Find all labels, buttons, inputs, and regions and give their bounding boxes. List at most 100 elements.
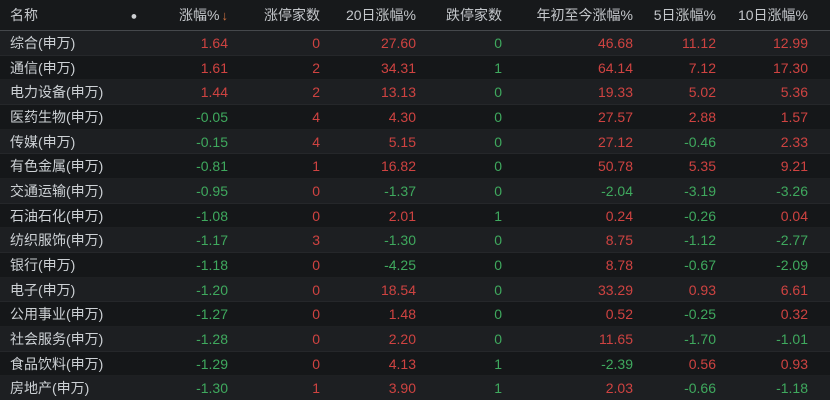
cell-sector-name: 社会服务(申万) <box>10 330 104 347</box>
cell-5d-change: 5.02 <box>688 84 716 101</box>
cell-limit-up-count: 2 <box>312 84 320 101</box>
sort-desc-icon: ↓ <box>221 8 229 23</box>
column-header-name[interactable]: 名称 <box>10 7 38 23</box>
cell-ytd-change: 11.65 <box>599 330 633 347</box>
cell-10d-change: 2.33 <box>780 133 808 150</box>
column-header-change-pct[interactable]: 涨幅% ↓ <box>146 5 228 25</box>
cell-ytd-change: 50.78 <box>597 158 633 175</box>
cell-limit-up-count: 4 <box>312 108 320 125</box>
table-row[interactable]: 电力设备(申万) 1.44 2 13.13 0 19.33 5.02 5.36 <box>0 80 830 106</box>
cell-limit-up-count: 0 <box>312 330 320 347</box>
cell-change-pct: -1.18 <box>196 256 228 273</box>
column-header-5d-change[interactable]: 5日涨幅% <box>653 7 716 23</box>
cell-10d-change: 5.36 <box>780 84 808 101</box>
table-row[interactable]: 传媒(申万) -0.15 4 5.15 0 27.12 -0.46 2.33 <box>0 129 830 155</box>
cell-ytd-change: 8.78 <box>605 256 633 273</box>
cell-20d-change: 27.60 <box>380 34 416 51</box>
table-row[interactable]: 银行(申万) -1.18 0 -4.25 0 8.78 -0.67 -2.09 <box>0 253 830 278</box>
table-row[interactable]: 公用事业(申万) -1.27 0 1.48 0 0.52 -0.25 0.32 <box>0 302 830 328</box>
cell-5d-change: 7.12 <box>688 59 716 76</box>
cell-limit-up-count: 4 <box>312 133 320 150</box>
dot-icon: ● <box>130 10 138 23</box>
cell-change-pct: -1.17 <box>196 232 228 249</box>
cell-change-pct: -1.30 <box>196 380 228 397</box>
table-row[interactable]: 医药生物(申万) -0.05 4 4.30 0 27.57 2.88 1.57 <box>0 105 830 130</box>
column-header-dot[interactable]: ● <box>122 7 146 23</box>
cell-sector-name: 电子(申万) <box>10 281 76 298</box>
cell-limit-down-count: 0 <box>494 330 502 347</box>
cell-20d-change: -4.25 <box>384 256 416 273</box>
table-row[interactable]: 石油石化(申万) -1.08 0 2.01 1 0.24 -0.26 0.04 <box>0 203 830 229</box>
cell-10d-change: -2.09 <box>776 256 808 273</box>
cell-20d-change: -1.30 <box>384 232 416 249</box>
column-header-10d-change[interactable]: 10日涨幅% <box>737 7 808 23</box>
cell-10d-change: 6.61 <box>780 281 808 298</box>
cell-limit-down-count: 1 <box>494 355 502 372</box>
cell-5d-change: -0.25 <box>684 306 716 323</box>
cell-change-pct: -1.27 <box>196 306 228 323</box>
cell-sector-name: 公用事业(申万) <box>10 306 104 323</box>
cell-20d-change: 4.13 <box>388 355 416 372</box>
table-row[interactable]: 综合(申万) 1.64 0 27.60 0 46.68 11.12 12.99 <box>0 31 830 56</box>
cell-10d-change: -1.01 <box>776 330 808 347</box>
cell-change-pct: 1.61 <box>200 59 228 76</box>
cell-5d-change: -1.70 <box>684 330 716 347</box>
cell-limit-up-count: 1 <box>312 380 320 397</box>
cell-ytd-change: 0.24 <box>605 207 633 224</box>
cell-limit-down-count: 0 <box>494 84 502 101</box>
table-row[interactable]: 食品饮料(申万) -1.29 0 4.13 1 -2.39 0.56 0.93 <box>0 351 830 377</box>
cell-change-pct: -0.81 <box>196 158 228 175</box>
cell-limit-up-count: 0 <box>312 355 320 372</box>
cell-ytd-change: 33.29 <box>597 281 633 298</box>
column-header-limit-down-count[interactable]: 跌停家数 <box>446 7 502 23</box>
table-body: 综合(申万) 1.64 0 27.60 0 46.68 11.12 12.99 通信(申万) 1.… <box>0 31 830 400</box>
cell-limit-up-count: 0 <box>312 281 320 298</box>
cell-5d-change: -0.26 <box>684 207 716 224</box>
cell-limit-up-count: 0 <box>312 34 320 51</box>
cell-20d-change: 3.90 <box>388 380 416 397</box>
cell-change-pct: -0.15 <box>196 133 228 150</box>
table-header-row: 名称 ● 涨幅% ↓ 涨停家数 20日涨幅% 跌停家数 年初至今涨幅% 5日涨幅%… <box>0 0 830 31</box>
table-row[interactable]: 社会服务(申万) -1.28 0 2.20 0 11.65 -1.70 -1.01 <box>0 327 830 352</box>
table-row[interactable]: 有色金属(申万) -0.81 1 16.82 0 50.78 5.35 9.21 <box>0 154 830 180</box>
cell-20d-change: 2.01 <box>388 207 416 224</box>
cell-change-pct: -1.08 <box>196 207 228 224</box>
cell-limit-up-count: 0 <box>312 182 320 199</box>
cell-sector-name: 通信(申万) <box>10 59 76 76</box>
cell-ytd-change: 46.68 <box>597 34 633 51</box>
cell-sector-name: 房地产(申万) <box>10 380 90 397</box>
cell-5d-change: -1.12 <box>684 232 716 249</box>
column-header-limit-up-count[interactable]: 涨停家数 <box>264 7 320 23</box>
cell-20d-change: 4.30 <box>388 108 416 125</box>
cell-limit-down-count: 0 <box>494 34 502 51</box>
table-row[interactable]: 纺织服饰(申万) -1.17 3 -1.30 0 8.75 -1.12 -2.77 <box>0 228 830 254</box>
cell-20d-change: -1.37 <box>384 182 416 199</box>
column-header-20d-change[interactable]: 20日涨幅% <box>345 7 416 23</box>
cell-limit-down-count: 0 <box>494 306 502 323</box>
cell-10d-change: -3.26 <box>776 182 808 199</box>
cell-10d-change: 17.30 <box>772 59 808 76</box>
cell-10d-change: 9.21 <box>780 158 808 175</box>
table-row[interactable]: 房地产(申万) -1.30 1 3.90 1 2.03 -0.66 -1.18 <box>0 376 830 400</box>
cell-5d-change: -3.19 <box>684 182 716 199</box>
cell-20d-change: 18.54 <box>380 281 416 298</box>
cell-5d-change: -0.66 <box>684 380 716 397</box>
cell-limit-down-count: 0 <box>494 232 502 249</box>
cell-limit-down-count: 0 <box>494 281 502 298</box>
table-row[interactable]: 电子(申万) -1.20 0 18.54 0 33.29 0.93 6.61 <box>0 277 830 303</box>
cell-change-pct: -0.05 <box>196 108 228 125</box>
cell-sector-name: 食品饮料(申万) <box>10 355 104 372</box>
cell-ytd-change: -2.39 <box>601 355 633 372</box>
cell-limit-down-count: 1 <box>494 380 502 397</box>
cell-20d-change: 2.20 <box>388 330 416 347</box>
cell-5d-change: 2.88 <box>688 108 716 125</box>
table-row[interactable]: 通信(申万) 1.61 2 34.31 1 64.14 7.12 17.30 <box>0 55 830 81</box>
table-row[interactable]: 交通运输(申万) -0.95 0 -1.37 0 -2.04 -3.19 -3.26 <box>0 179 830 204</box>
cell-sector-name: 银行(申万) <box>10 256 76 273</box>
cell-10d-change: -1.18 <box>776 380 808 397</box>
cell-limit-down-count: 0 <box>494 256 502 273</box>
cell-ytd-change: 2.03 <box>605 380 633 397</box>
column-header-ytd-change[interactable]: 年初至今涨幅% <box>536 7 633 23</box>
cell-change-pct: -1.28 <box>196 330 228 347</box>
